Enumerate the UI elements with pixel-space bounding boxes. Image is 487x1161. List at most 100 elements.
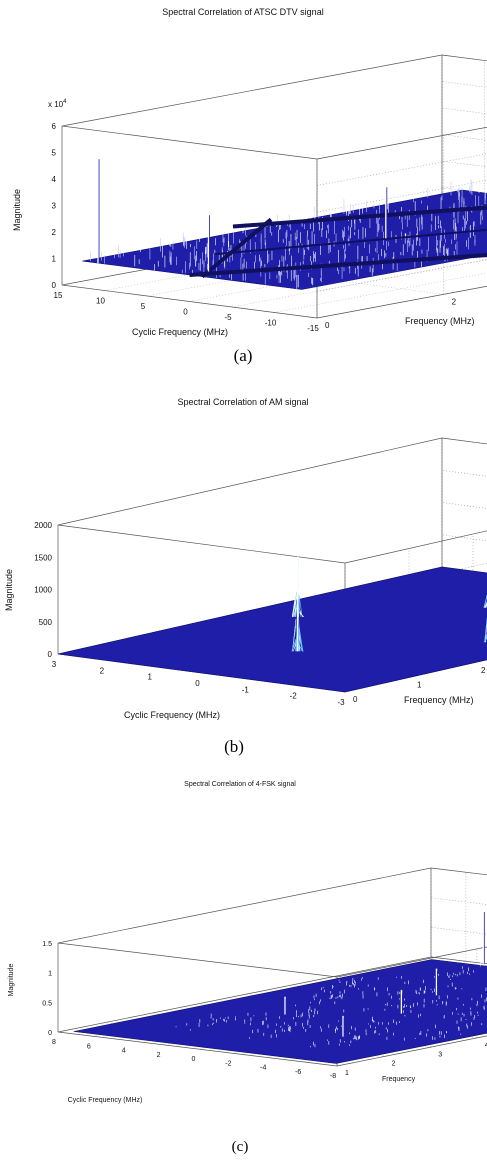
z-tick-label: 1 bbox=[52, 255, 57, 264]
surface-peak-line bbox=[291, 591, 297, 617]
axis-line bbox=[61, 54, 487, 160]
am-chart-svg: Spectral Correlation of AM signal 050010… bbox=[4, 397, 487, 756]
x-tick-label: 2 bbox=[157, 1052, 161, 1059]
surface-peak bbox=[207, 213, 210, 272]
z-tick-label: 1.5 bbox=[42, 941, 52, 948]
z-multiplier: x 104 bbox=[48, 99, 67, 109]
surface-peak-line bbox=[484, 616, 487, 643]
axis-line bbox=[316, 285, 487, 319]
grid-line bbox=[316, 81, 487, 186]
x-tick-label: 1 bbox=[147, 673, 152, 682]
surface-cluster bbox=[485, 987, 487, 992]
x-tick-label: -2 bbox=[225, 1060, 231, 1067]
grid-line bbox=[344, 437, 487, 564]
y-tick-label: 2 bbox=[481, 666, 486, 675]
panel-a: Spectral Correlation of ATSC DTV signal … bbox=[0, 0, 487, 370]
fsk-chart-svg: Spectral Correlation of 4-FSK signal 0 0.… bbox=[8, 781, 487, 1155]
x-tick-label: -8 bbox=[330, 1073, 336, 1080]
z-axis-label: Magnitude bbox=[12, 189, 22, 231]
surface-valley bbox=[232, 205, 487, 229]
surface-plane bbox=[73, 959, 487, 1064]
z-tick-label: 0 bbox=[52, 281, 57, 290]
z-tick-label: 500 bbox=[39, 618, 53, 627]
y-tick-label: 0 bbox=[325, 321, 330, 330]
panel-caption: (b) bbox=[224, 737, 244, 756]
surface-cluster bbox=[443, 1005, 485, 1024]
axis-line bbox=[430, 956, 487, 965]
surface-cluster bbox=[249, 1020, 339, 1039]
axis-line bbox=[57, 437, 487, 564]
x-tick-label: 2 bbox=[100, 666, 105, 675]
z-axis-label: Magnitude bbox=[4, 569, 14, 611]
surface-valley bbox=[214, 228, 487, 256]
surface-peak-line bbox=[292, 598, 297, 617]
surface-cluster bbox=[250, 1006, 345, 1026]
surface-plane bbox=[57, 566, 487, 693]
surface-cluster bbox=[445, 994, 487, 1011]
surface-peak-line bbox=[483, 603, 487, 608]
x-tick-labels: 8 6 4 2 0 -2 -4 -6 -8 bbox=[52, 1039, 336, 1080]
surface-peak-line bbox=[294, 606, 298, 617]
surface-cluster bbox=[363, 995, 459, 1013]
z-tick-labels: 0 0.5 1 1.5 bbox=[42, 941, 52, 1037]
z-tick-label: 2 bbox=[52, 228, 57, 237]
axis-line bbox=[336, 1035, 487, 1067]
surface-valley bbox=[200, 217, 273, 279]
x-tick-label: -10 bbox=[265, 319, 277, 328]
y-axis-label: Frequency (MHz) bbox=[405, 316, 475, 326]
y-tick-label: 3 bbox=[438, 1051, 442, 1058]
atsc-chart-svg: Spectral Correlation of ATSC DTV signal … bbox=[12, 7, 487, 365]
surface-peak-line bbox=[298, 625, 303, 652]
z-tick-label: 0.5 bbox=[42, 1000, 52, 1007]
axis-line bbox=[57, 867, 487, 978]
x-tick-labels: 3 2 1 0 -1 -2 -3 bbox=[52, 660, 345, 707]
surface-peak-line bbox=[292, 625, 297, 652]
y-tick-label: 2 bbox=[392, 1061, 396, 1068]
x-tick-label: -5 bbox=[224, 313, 232, 322]
x-tick-label: 5 bbox=[141, 302, 146, 311]
chart-title: Spectral Correlation of 4-FSK signal bbox=[184, 781, 296, 788]
z-tick-label: 6 bbox=[52, 122, 57, 131]
x-tick-labels: 15 10 5 0 -5 -10 -15 bbox=[54, 291, 320, 333]
surface bbox=[57, 520, 487, 693]
chart-title: Spectral Correlation of AM signal bbox=[177, 397, 308, 407]
surface-cluster bbox=[320, 1013, 421, 1035]
surface-peak-line bbox=[297, 588, 300, 652]
x-tick-label: -15 bbox=[307, 324, 319, 333]
surface-peak-line bbox=[293, 641, 297, 652]
z-tick-label: 0 bbox=[48, 1030, 52, 1037]
z-tick-label: 0 bbox=[48, 650, 53, 659]
x-tick-label: 4 bbox=[122, 1048, 126, 1055]
surface-cluster bbox=[403, 1022, 483, 1041]
z-tick-label: 5 bbox=[52, 149, 57, 158]
x-tick-label: 0 bbox=[183, 308, 188, 317]
surface-cluster bbox=[404, 962, 481, 985]
y-tick-label: 4 bbox=[485, 1042, 487, 1049]
surface-peak bbox=[342, 1015, 345, 1037]
surface-peak bbox=[97, 157, 100, 264]
surface-cluster bbox=[321, 976, 402, 993]
y-tick-label: 0 bbox=[353, 695, 358, 704]
surface-cluster bbox=[310, 1027, 394, 1048]
x-tick-label: 8 bbox=[52, 1039, 56, 1046]
surface-peak bbox=[284, 996, 287, 1015]
surface bbox=[82, 157, 487, 290]
x-tick-label: -2 bbox=[290, 692, 298, 701]
surface-peak-line bbox=[485, 601, 487, 608]
surface-peak-line bbox=[298, 595, 303, 617]
x-tick-label: -3 bbox=[337, 698, 345, 707]
x-tick-label: 15 bbox=[54, 291, 63, 300]
panel-c: Spectral Correlation of 4-FSK signal 0 0.… bbox=[0, 775, 487, 1161]
x-axis-label: Cyclic Frequency (MHz) bbox=[68, 1097, 143, 1104]
surface-peak-line bbox=[483, 594, 487, 608]
z-tick-label: 1000 bbox=[34, 586, 52, 595]
panel-caption: (a) bbox=[234, 346, 253, 365]
surface-peak-line bbox=[297, 627, 300, 652]
surface-peak bbox=[435, 968, 438, 996]
z-tick-labels: 0 1 2 3 4 5 6 bbox=[52, 122, 57, 290]
x-tick-label: 3 bbox=[52, 660, 57, 669]
axis-line bbox=[57, 1031, 338, 1067]
surface-peak bbox=[400, 989, 403, 1014]
chart-title: Spectral Correlation of ATSC DTV signal bbox=[162, 7, 323, 17]
